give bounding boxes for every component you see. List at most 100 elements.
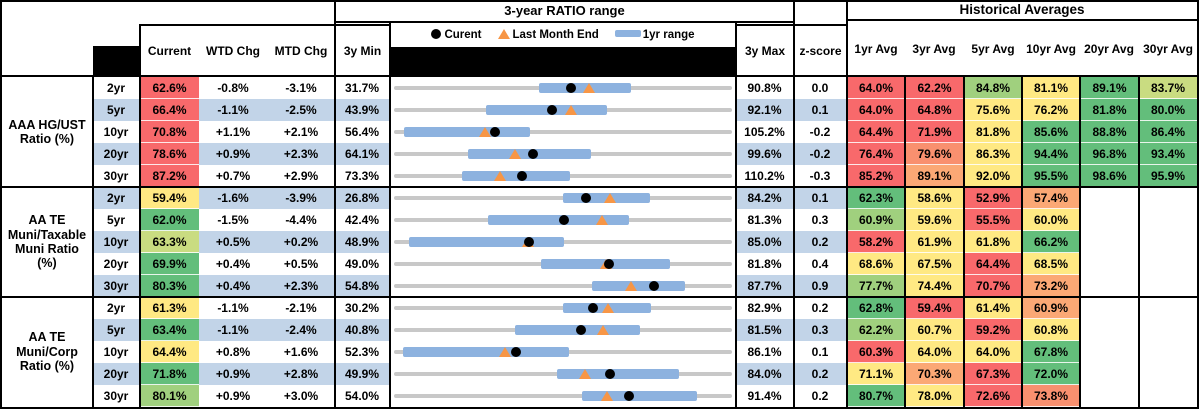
avg-cell: 60.3% [847, 341, 905, 363]
wtd-chg-cell: -1.6% [199, 187, 267, 209]
current-dot-icon [510, 347, 521, 357]
legend-last-month-end-label: Last Month End [512, 29, 599, 41]
avg-cell: 86.4% [1139, 121, 1197, 143]
current-dot-icon [517, 171, 528, 181]
min3y-cell: 73.3% [335, 165, 389, 187]
tenor-cell: 30yr [93, 275, 139, 297]
current-dot-icon [649, 281, 660, 291]
change-columns-header: Current WTD Chg MTD Chg [140, 24, 335, 77]
current-dot-icon [490, 127, 500, 137]
avg-cell: 52.9% [964, 187, 1022, 209]
avg-cell-blank [1080, 297, 1139, 319]
min3y-cell: 30.2% [335, 297, 389, 319]
avg-cell: 64.4% [964, 253, 1022, 275]
zscore-cell: -0.3 [794, 165, 846, 187]
mtd-chg-cell: -2.1% [267, 297, 335, 319]
avg-cell: 77.7% [847, 275, 905, 297]
avg-cell-blank [1139, 253, 1197, 275]
current-cell: 64.4% [140, 341, 199, 363]
avg-cell-blank [1139, 187, 1197, 209]
tenor-cell: 5yr [93, 99, 139, 121]
tenor-cell: 5yr [93, 209, 139, 231]
avg-cell: 67.5% [905, 253, 964, 275]
current-dot-icon [605, 369, 616, 379]
avg-cell-blank [1080, 275, 1139, 297]
min3y-cell: 49.9% [335, 363, 389, 385]
avg-cell: 57.4% [1022, 187, 1080, 209]
current-dot-icon [576, 325, 587, 335]
avg-cell: 73.8% [1022, 385, 1080, 407]
range-chart-cell [390, 143, 736, 165]
last-month-end-triangle-icon [493, 171, 506, 181]
avg-cell: 80.0% [1139, 99, 1197, 121]
avg-cell: 92.0% [964, 165, 1022, 187]
avg-cell: 79.6% [905, 143, 964, 165]
tenor-cell: 10yr [93, 121, 139, 143]
max3y-cell: 86.1% [736, 341, 793, 363]
mtd-chg-cell: +2.9% [267, 165, 335, 187]
max3y-cell: 81.8% [736, 253, 793, 275]
avg-cell: 64.4% [847, 121, 905, 143]
wtd-chg-cell: -1.1% [199, 297, 267, 319]
avg-cell: 81.8% [964, 121, 1022, 143]
mtd-chg-cell: +2.3% [267, 275, 335, 297]
mtd-chg-cell: -2.4% [267, 319, 335, 341]
current-dot-icon [547, 105, 557, 115]
avg-cell: 62.2% [905, 77, 964, 99]
avg-cell: 74.4% [905, 275, 964, 297]
min3y-cell: 64.1% [335, 143, 389, 165]
current-cell: 78.6% [140, 143, 199, 165]
range-bar-1yr [591, 281, 685, 291]
zscore-column-header: z-score [794, 24, 847, 77]
mtd-chg-cell: -3.9% [267, 187, 335, 209]
avg-cell: 70.3% [905, 363, 964, 385]
avg-cell: 68.5% [1022, 253, 1080, 275]
max3y-cell: 85.0% [736, 231, 793, 253]
avg-cell: 64.0% [964, 341, 1022, 363]
min3y-cell: 42.4% [335, 209, 389, 231]
range-bar-1yr [461, 171, 570, 181]
avg-cell-blank [1139, 341, 1197, 363]
min3y-cell: 48.9% [335, 231, 389, 253]
avg-cell-blank [1080, 209, 1139, 231]
range-bar-1yr [485, 105, 608, 115]
range-chart-cell [390, 385, 736, 407]
mtd-chg-cell: -3.1% [267, 77, 335, 99]
zscore-cell: 0.1 [794, 99, 846, 121]
max3y-cell: 99.6% [736, 143, 793, 165]
avg-cell: 60.8% [1022, 319, 1080, 341]
avg-cell: 60.9% [847, 209, 905, 231]
wtd-chg-cell: +0.9% [199, 143, 267, 165]
avg-cell: 85.2% [847, 165, 905, 187]
zscore-cell: 0.9 [794, 275, 846, 297]
last-month-end-triangle-icon [497, 29, 510, 39]
avg-cell-blank [1139, 275, 1197, 297]
avg-cell: 89.1% [905, 165, 964, 187]
wtd-chg-cell: +0.4% [199, 253, 267, 275]
avg-cell: 94.4% [1022, 143, 1080, 165]
max3y-cell: 84.0% [736, 363, 793, 385]
avg-cell: 64.0% [847, 99, 905, 121]
range-bar-1yr [403, 127, 530, 137]
avg-cell-blank [1080, 187, 1139, 209]
current-column-header: Current [147, 44, 192, 58]
avg-cell-blank [1139, 231, 1197, 253]
range-chart-cell [390, 275, 736, 297]
mtd-chg-cell: +1.6% [267, 341, 335, 363]
range-chart-cell [390, 99, 736, 121]
current-cell: 63.3% [140, 231, 199, 253]
min3y-cell: 52.3% [335, 341, 389, 363]
mtd-chg-cell: +2.8% [267, 363, 335, 385]
avg-cell: 86.3% [964, 143, 1022, 165]
min3y-cell: 26.8% [335, 187, 389, 209]
avg-cell: 61.8% [964, 231, 1022, 253]
wtd-chg-cell: +0.9% [199, 363, 267, 385]
avg-cell-blank [1080, 231, 1139, 253]
current-cell: 63.4% [140, 319, 199, 341]
range-chart-cell [390, 231, 736, 253]
max3y-cell: 81.5% [736, 319, 793, 341]
current-dot-icon [431, 29, 442, 39]
avg-column-header: 1yr Avg [847, 21, 905, 77]
current-cell: 61.3% [140, 297, 199, 319]
